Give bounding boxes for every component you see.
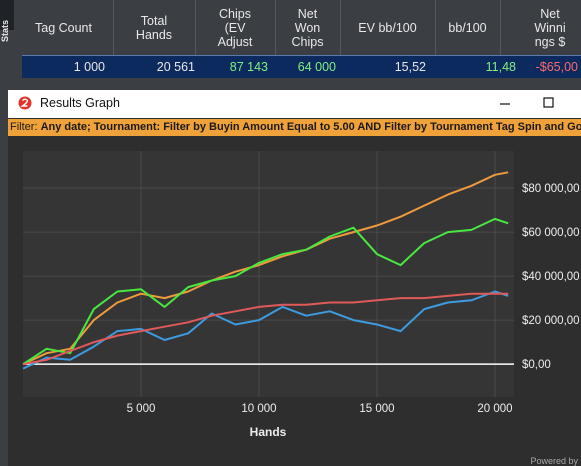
app-icon-glyph [20, 98, 29, 107]
column-header[interactable]: EV bb/100 [340, 0, 436, 55]
header-line: ngs $ [534, 34, 566, 49]
x-tick-label: 20 000 [477, 403, 512, 415]
stats-tab[interactable]: Stats [0, 0, 14, 42]
y-tick-label: $40 000,00 [522, 271, 580, 283]
tab-label: Stats [0, 19, 10, 42]
header-line: Won [294, 20, 321, 35]
table-row[interactable] [22, 55, 581, 78]
header-line: EV bb/100 [358, 20, 417, 35]
cell-value: 64 000 [297, 60, 336, 74]
cell-value: 11,48 [485, 60, 516, 74]
series-line [22, 217, 509, 366]
x-axis-label: Hands [250, 425, 287, 439]
title-bar: Results Graph [8, 90, 581, 118]
cell-value: 20 561 [156, 60, 195, 74]
app-icon [18, 96, 32, 110]
header-line: Adjust [217, 34, 253, 49]
header-line: Hands [135, 27, 173, 42]
header-line: Chips [219, 6, 251, 21]
series-line [22, 292, 509, 366]
x-tick-label: 15 000 [359, 403, 394, 415]
column-header[interactable]: Net Won Chips [275, 0, 341, 55]
column-header[interactable]: Net Winni ngs $ [500, 0, 581, 55]
plot-area [23, 151, 514, 397]
column-header[interactable]: bb/100 [435, 0, 501, 55]
header-line: Total [140, 13, 168, 28]
header-line: Chips [291, 34, 324, 49]
header-line: Net [540, 6, 560, 21]
column-header[interactable]: Tag Count [14, 0, 114, 55]
series-line [22, 171, 509, 366]
filter-bar: Filter: Any date; Tournament: Filter by … [8, 119, 581, 136]
cell-value: 87 143 [229, 60, 268, 74]
y-tick-label: $20 000,00 [522, 315, 580, 327]
y-tick-label: $80 000,00 [522, 183, 580, 195]
header-line: Winni [534, 20, 566, 35]
column-header[interactable]: Chips (EV Adjust [195, 0, 276, 55]
header-line: (EV [224, 20, 246, 35]
header-line: Tag Count [35, 20, 92, 35]
footer: Powered by [530, 456, 578, 466]
cell-value: -$65,00 [535, 60, 578, 74]
y-tick-label: $60 000,00 [522, 227, 580, 239]
cell-value: 1 000 [73, 60, 105, 74]
maximize-button[interactable] [543, 97, 554, 108]
title-icons [18, 96, 554, 110]
x-tick-label: 10 000 [241, 403, 276, 415]
header-line: Net [297, 6, 318, 21]
y-tick-label: $0,00 [522, 359, 551, 371]
results-chart: Powered by $0,00 $20 000,00 $40 000,00 $60 … [22, 151, 580, 466]
x-tick-label: 5 000 [127, 403, 156, 415]
filter-label: Filter: [10, 121, 38, 133]
filter-text: Any date; Tournament: Filter by Buyin Am… [40, 121, 581, 133]
header-line: bb/100 [448, 20, 487, 35]
window-title: Results Graph [40, 96, 120, 110]
column-header[interactable]: Total Hands [113, 0, 196, 55]
cell-value: 15,52 [394, 60, 426, 74]
